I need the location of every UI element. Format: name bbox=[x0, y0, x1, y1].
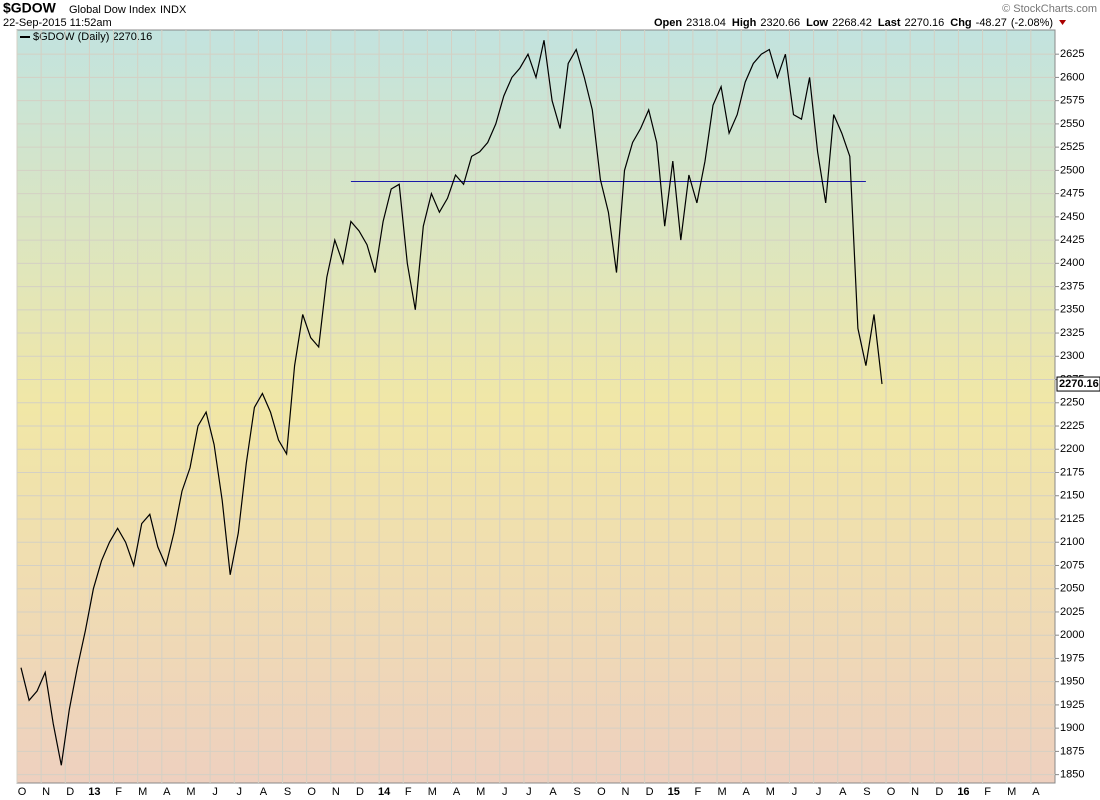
y-tick-label: 1925 bbox=[1060, 699, 1084, 711]
quote-note: (-2.08%) bbox=[1011, 17, 1053, 29]
x-tick-label: 15 bbox=[668, 786, 680, 798]
x-tick-label: F bbox=[115, 786, 122, 798]
quote-label: Chg bbox=[950, 17, 971, 29]
x-tick-label: J bbox=[816, 786, 822, 798]
y-tick-label: 1900 bbox=[1060, 722, 1084, 734]
y-tick-label: 2050 bbox=[1060, 583, 1084, 595]
symbol: $GDOW bbox=[3, 0, 57, 16]
x-tick-label: S bbox=[284, 786, 291, 798]
x-tick-label: S bbox=[863, 786, 870, 798]
y-tick-label: 2350 bbox=[1060, 304, 1084, 316]
x-tick-label: F bbox=[695, 786, 702, 798]
x-tick-label: D bbox=[646, 786, 654, 798]
y-tick-label: 2400 bbox=[1060, 257, 1084, 269]
x-tick-label: D bbox=[356, 786, 364, 798]
quote: Open 2318.04 High 2320.66 Low 2268.42 Last 2270… bbox=[654, 17, 1067, 29]
y-tick-label: 2475 bbox=[1060, 188, 1084, 200]
x-tick-label: M bbox=[476, 786, 485, 798]
x-tick-label: J bbox=[526, 786, 532, 798]
price-line bbox=[20, 40, 883, 766]
y-tick-label: 2150 bbox=[1060, 490, 1084, 502]
x-tick-label: A bbox=[163, 786, 171, 798]
y-tick-label: 2225 bbox=[1060, 420, 1084, 432]
x-tick-label: 14 bbox=[378, 786, 391, 798]
quote-value: 2318.04 bbox=[686, 17, 726, 29]
y-tick-label: 1875 bbox=[1060, 745, 1084, 757]
x-tick-label: A bbox=[839, 786, 847, 798]
datetime: 22-Sep-2015 11:52am bbox=[3, 17, 112, 29]
x-tick-label: N bbox=[622, 786, 630, 798]
y-tick-label: 2525 bbox=[1060, 141, 1084, 153]
quote-label: Open bbox=[654, 17, 682, 29]
x-tick-label: O bbox=[18, 786, 27, 798]
plot-area bbox=[16, 29, 1056, 784]
x-tick-label: O bbox=[597, 786, 606, 798]
y-tick-label: 2125 bbox=[1060, 513, 1084, 525]
x-tick-label: M bbox=[766, 786, 775, 798]
y-tick-label: 2550 bbox=[1060, 118, 1084, 130]
x-tick-label: 16 bbox=[957, 786, 969, 798]
quote-label: Low bbox=[806, 17, 828, 29]
y-tick-label: 1950 bbox=[1060, 676, 1084, 688]
x-tick-label: N bbox=[42, 786, 50, 798]
quote-value: 2270.16 bbox=[905, 17, 945, 29]
y-tick-label: 2450 bbox=[1060, 211, 1084, 223]
y-tick-label: 2325 bbox=[1060, 327, 1084, 339]
y-tick-label: 1850 bbox=[1060, 769, 1084, 781]
x-tick-label: N bbox=[911, 786, 919, 798]
down-arrow bbox=[1059, 20, 1067, 25]
y-tick-label: 2600 bbox=[1060, 71, 1084, 83]
x-tick-label: F bbox=[984, 786, 991, 798]
x-tick-label: A bbox=[549, 786, 557, 798]
y-tick-label: 2175 bbox=[1060, 466, 1084, 478]
x-tick-label: M bbox=[138, 786, 147, 798]
x-tick-label: N bbox=[332, 786, 340, 798]
x-tick-label: M bbox=[1007, 786, 1016, 798]
quote-label: High bbox=[732, 17, 757, 29]
y-tick-label: 2250 bbox=[1060, 397, 1084, 409]
x-tick-label: M bbox=[717, 786, 726, 798]
y-tick-label: 2575 bbox=[1060, 95, 1084, 107]
quote-value: -48.27 bbox=[976, 17, 1007, 29]
x-tick-label: J bbox=[212, 786, 218, 798]
y-tick-label: 2300 bbox=[1060, 350, 1084, 362]
x-tick-label: J bbox=[502, 786, 508, 798]
x-tick-label: A bbox=[743, 786, 751, 798]
copyright: © StockCharts.com bbox=[1002, 3, 1097, 15]
legend-label: $GDOW (Daily) 2270.16 bbox=[33, 31, 152, 43]
x-tick-label: M bbox=[428, 786, 437, 798]
x-tick-label: O bbox=[887, 786, 896, 798]
quote-label: Last bbox=[878, 17, 901, 29]
y-tick-label: 1975 bbox=[1060, 652, 1084, 664]
last-value-box bbox=[1056, 376, 1100, 392]
y-tick-label: 2425 bbox=[1060, 234, 1084, 246]
x-tick-label: S bbox=[574, 786, 581, 798]
y-tick-label: 2500 bbox=[1060, 164, 1084, 176]
x-tick-label: A bbox=[453, 786, 461, 798]
quote-value: 2320.66 bbox=[760, 17, 800, 29]
y-tick-label: 2075 bbox=[1060, 559, 1084, 571]
y-tick-label: 2025 bbox=[1060, 606, 1084, 618]
y-tick-label: 2375 bbox=[1060, 280, 1084, 292]
x-tick-label: 13 bbox=[88, 786, 100, 798]
y-tick-label: 2200 bbox=[1060, 443, 1084, 455]
x-tick-label: D bbox=[935, 786, 943, 798]
last-value-label: 2270.16 bbox=[1059, 378, 1099, 390]
x-tick-label: M bbox=[186, 786, 195, 798]
x-tick-label: J bbox=[792, 786, 798, 798]
x-tick-label: F bbox=[405, 786, 412, 798]
x-tick-label: J bbox=[237, 786, 243, 798]
x-tick-label: A bbox=[1032, 786, 1040, 798]
y-tick-label: 2100 bbox=[1060, 536, 1084, 548]
quote-value: 2268.42 bbox=[832, 17, 872, 29]
x-tick-label: D bbox=[66, 786, 74, 798]
y-tick-label: 2000 bbox=[1060, 629, 1084, 641]
index-name: Global Dow Index bbox=[69, 4, 156, 16]
x-tick-label: O bbox=[307, 786, 316, 798]
y-tick-label: 2625 bbox=[1060, 48, 1084, 60]
exchange: INDX bbox=[160, 4, 187, 16]
x-tick-label: A bbox=[260, 786, 268, 798]
